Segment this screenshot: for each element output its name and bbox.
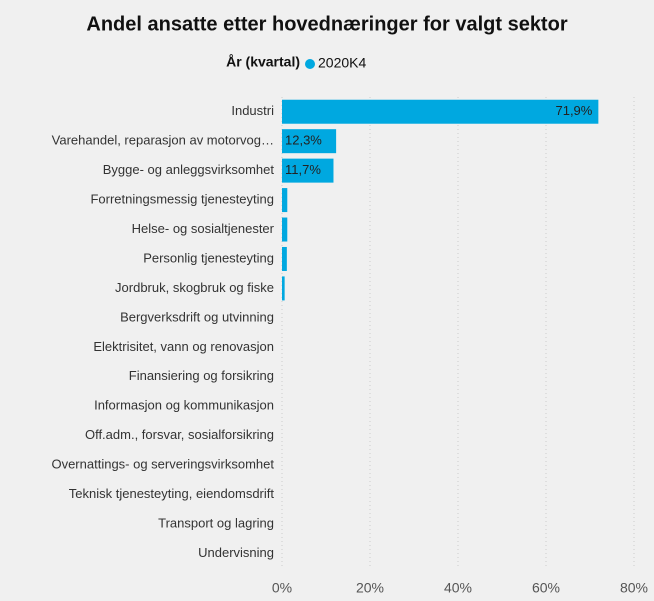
y-tick-label: Personlig tjenesteyting xyxy=(143,250,274,265)
bar xyxy=(282,217,288,242)
y-tick-label: Helse- og sosialtjenester xyxy=(132,221,275,236)
bar xyxy=(282,129,337,154)
y-tick-label: Forretningsmessig tjenesteyting xyxy=(90,192,274,207)
y-tick-label: Jordbruk, skogbruk og fiske xyxy=(115,280,274,295)
y-tick-label: Undervisning xyxy=(198,545,274,560)
bar xyxy=(282,99,599,124)
y-tick-label: Overnattings- og serveringsvirksomhet xyxy=(51,457,274,472)
data-label: 12,3% xyxy=(285,133,322,148)
chart-title: Andel ansatte etter hovednæringer for va… xyxy=(86,13,567,35)
y-tick-label: Transport og lagring xyxy=(158,515,274,530)
data-label: 11,7% xyxy=(285,162,321,177)
legend-title: År (kvartal) xyxy=(226,54,300,70)
y-tick-label: Teknisk tjenesteyting, eiendomsdrift xyxy=(69,486,275,501)
y-tick-label: Varehandel, reparasjon av motorvog… xyxy=(52,133,274,148)
x-tick-label: 0% xyxy=(272,580,292,596)
y-tick-label: Bergverksdrift og utvinning xyxy=(120,309,274,324)
x-tick-label: 60% xyxy=(532,580,560,596)
bar xyxy=(282,158,334,183)
x-tick-label: 40% xyxy=(444,580,472,596)
x-tick-label: 20% xyxy=(356,580,384,596)
y-tick-label: Informasjon og kommunikasjon xyxy=(94,398,274,413)
y-tick-label: Elektrisitet, vann og renovasjon xyxy=(93,339,274,354)
legend-swatch xyxy=(305,59,315,69)
y-tick-label: Industri xyxy=(231,103,274,118)
data-label: 71,9% xyxy=(555,103,592,118)
bar xyxy=(282,246,287,271)
bar xyxy=(282,276,285,301)
y-tick-label: Bygge- og anleggsvirksomhet xyxy=(103,162,275,177)
bar xyxy=(282,188,288,213)
y-tick-label: Finansiering og forsikring xyxy=(129,368,274,383)
y-tick-label: Off.adm., forsvar, sosialforsikring xyxy=(85,427,274,442)
x-tick-label: 80% xyxy=(620,580,648,596)
legend-label: 2020K4 xyxy=(318,55,366,71)
